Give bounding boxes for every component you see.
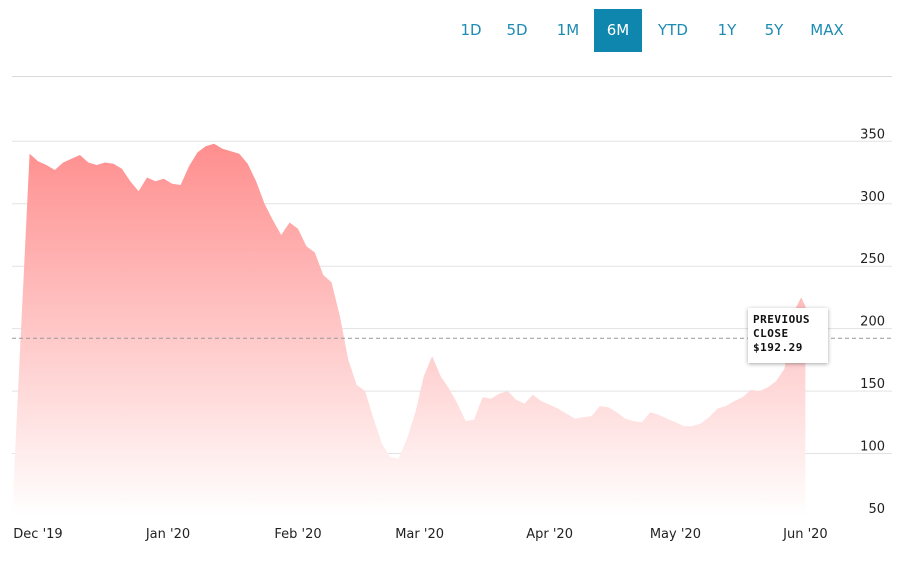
y-tick-label: 200 [860, 315, 885, 330]
tooltip-pointer [744, 312, 749, 322]
range-tab-5y[interactable]: 5Y [764, 21, 784, 39]
tooltip-line2: CLOSE [753, 327, 789, 340]
range-tab-6m[interactable]: 6M [594, 9, 642, 52]
previous-close-tooltip: PREVIOUS CLOSE $192.29 [748, 308, 828, 363]
y-tick-label: 100 [860, 440, 885, 455]
x-tick-label: Mar '20 [395, 527, 444, 542]
range-tabs: 1D 5D 1M 6M YTD 1Y 5Y MAX [450, 9, 856, 52]
x-tick-label: Apr '20 [526, 527, 573, 542]
range-tab-ytd[interactable]: YTD [658, 21, 688, 39]
x-tick-label: Jan '20 [145, 527, 190, 542]
y-tick-label: 150 [860, 377, 885, 392]
range-tab-5d[interactable]: 5D [506, 21, 528, 39]
y-tick-label: 50 [868, 502, 885, 517]
y-tick-label: 250 [860, 252, 885, 267]
range-tab-1y[interactable]: 1Y [717, 21, 737, 39]
range-tab-1m[interactable]: 1M [556, 21, 580, 39]
y-tick-label: 300 [860, 190, 885, 205]
price-area [12, 143, 806, 517]
tooltip-value: $192.29 [753, 341, 803, 354]
range-tab-1d[interactable]: 1D [460, 21, 482, 39]
top-divider [12, 76, 892, 77]
y-tick-label: 350 [860, 127, 885, 142]
x-tick-label: May '20 [650, 527, 701, 542]
x-tick-label: Jun '20 [782, 527, 828, 542]
tooltip-line1: PREVIOUS [753, 313, 810, 326]
range-tab-max[interactable]: MAX [810, 21, 844, 39]
x-tick-label: Feb '20 [274, 527, 321, 542]
x-tick-label: Dec '19 [13, 527, 62, 542]
